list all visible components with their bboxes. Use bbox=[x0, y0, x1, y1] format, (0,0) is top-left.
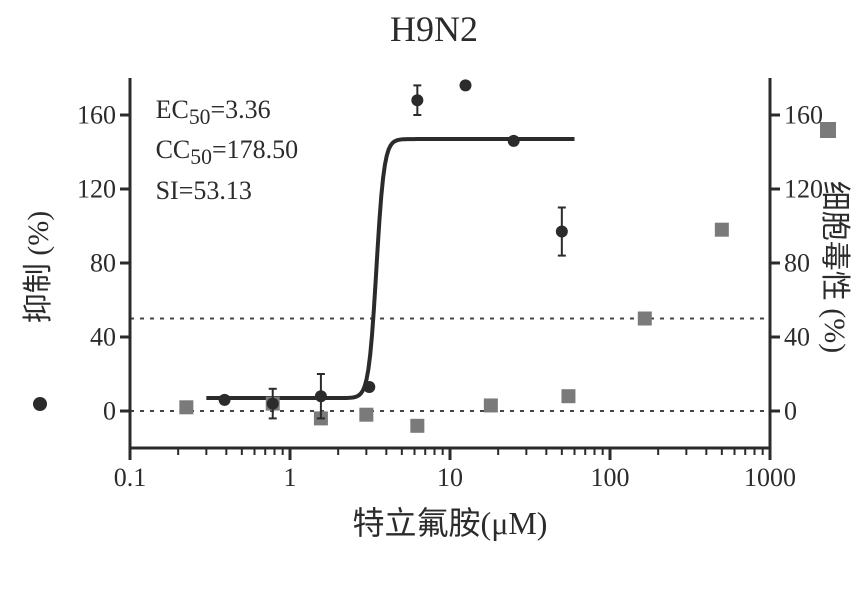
x-axis-label: 特立氟胺(μM) bbox=[130, 498, 770, 544]
x-tick-label: 0.1 bbox=[114, 463, 147, 492]
inhibition-point bbox=[267, 398, 279, 410]
stat-annotation: CC50=178.50 bbox=[156, 135, 299, 170]
y-left-tick-label: 80 bbox=[90, 249, 116, 278]
legend-circle-icon bbox=[33, 397, 47, 411]
legend-square-icon bbox=[820, 122, 836, 138]
cytotox-point bbox=[638, 312, 652, 326]
cytotox-point bbox=[561, 389, 575, 403]
x-tick-label: 100 bbox=[591, 463, 630, 492]
cytotox-point bbox=[715, 223, 729, 237]
x-tick-label: 1000 bbox=[744, 463, 796, 492]
stat-annotation: EC50=3.36 bbox=[156, 95, 271, 130]
fit-curve bbox=[206, 139, 574, 398]
cytotox-point bbox=[410, 419, 424, 433]
y-right-tick-label: 160 bbox=[784, 101, 823, 130]
inhibition-point bbox=[411, 94, 423, 106]
y-left-tick-label: 0 bbox=[103, 397, 116, 426]
y-left-tick-label: 40 bbox=[90, 323, 116, 352]
inhibition-point bbox=[460, 79, 472, 91]
x-tick-label: 1 bbox=[284, 463, 297, 492]
stat-annotation: SI=53.13 bbox=[156, 176, 252, 206]
x-tick-label: 10 bbox=[437, 463, 463, 492]
y-right-tick-label: 40 bbox=[784, 323, 810, 352]
cytotox-point bbox=[484, 398, 498, 412]
cytotox-point bbox=[359, 408, 373, 422]
inhibition-point bbox=[556, 226, 568, 238]
y-right-tick-label: 80 bbox=[784, 249, 810, 278]
y-left-tick-label: 120 bbox=[77, 175, 116, 204]
inhibition-point bbox=[315, 390, 327, 402]
cytotox-point bbox=[179, 400, 193, 414]
inhibition-point bbox=[508, 135, 520, 147]
y-left-label: 抑制 (%) bbox=[13, 187, 57, 347]
y-right-label: 细胞毒性 (%) bbox=[816, 167, 860, 367]
inhibition-point bbox=[363, 381, 375, 393]
y-left-tick-label: 160 bbox=[77, 101, 116, 130]
y-right-tick-label: 0 bbox=[784, 397, 797, 426]
inhibition-point bbox=[219, 394, 231, 406]
chart-container: H9N2 0.111010010000408012016004080120160… bbox=[0, 0, 868, 589]
